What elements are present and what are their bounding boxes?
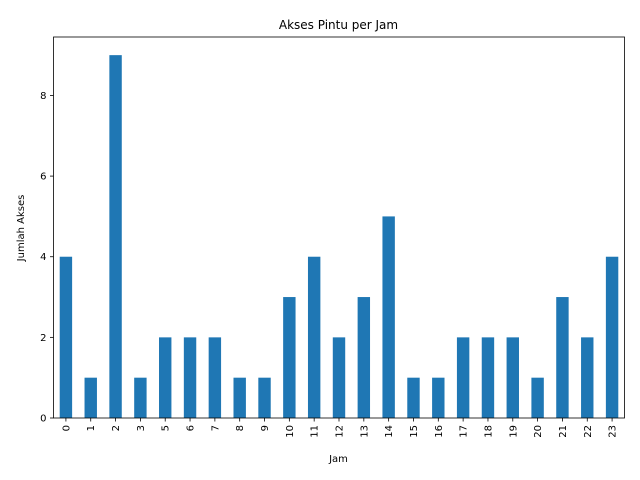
x-tick-label-15: 15: [409, 425, 420, 438]
bar-5: [159, 337, 172, 418]
bar-12: [332, 337, 346, 418]
x-tick-label-7: 7: [210, 425, 221, 431]
y-ticks: 0 2 4 6 8: [40, 91, 54, 425]
y-tick-label-4: 4: [40, 252, 46, 263]
bar-16: [432, 377, 445, 418]
bar-18: [481, 337, 495, 418]
x-tick-label-23: 23: [608, 425, 619, 438]
y-tick-label-2: 2: [40, 333, 46, 344]
x-tick-label-21: 21: [558, 425, 569, 438]
y-tick-label-0: 0: [40, 414, 46, 425]
x-tick-label-1: 1: [86, 425, 97, 431]
x-tick-label-0: 0: [61, 425, 72, 431]
bar-0: [59, 256, 73, 418]
bar-14: [382, 216, 395, 418]
x-tick-label-17: 17: [459, 425, 470, 438]
x-tick-label-9: 9: [260, 425, 271, 431]
y-tick-label-8: 8: [40, 91, 46, 102]
bar-3: [134, 377, 147, 418]
x-tick-label-18: 18: [483, 425, 494, 438]
x-tick-label-19: 19: [508, 425, 519, 438]
y-axis-label: Jumlah Akses: [16, 195, 27, 263]
x-tick-label-12: 12: [335, 425, 346, 438]
bar-2: [109, 55, 122, 419]
x-tick-label-2: 2: [111, 425, 122, 431]
bar-7: [208, 337, 222, 418]
x-tick-label-5: 5: [161, 425, 172, 431]
bar-9: [258, 377, 271, 418]
chart-title: Akses Pintu per Jam: [279, 18, 398, 32]
x-tick-label-20: 20: [533, 425, 544, 438]
bar-8: [233, 377, 246, 418]
bar-23: [605, 256, 619, 418]
bars-group: [59, 55, 619, 419]
bar-15: [407, 377, 420, 418]
bar-13: [357, 297, 371, 418]
x-tick-label-6: 6: [186, 425, 197, 431]
bar-6: [183, 337, 197, 418]
x-axis-label: Jam: [328, 454, 348, 465]
x-tick-label-14: 14: [384, 425, 395, 438]
bar-10: [283, 297, 296, 418]
y-tick-label-6: 6: [40, 172, 46, 183]
bar-11: [307, 256, 321, 418]
bar-21: [556, 297, 569, 418]
plot-frame: [53, 36, 625, 419]
x-tick-label-3: 3: [136, 425, 147, 431]
bar-17: [456, 337, 470, 418]
x-ticks: 0 1 2 3 5 6 7 8 9 10 11 12 13 14 15 16 17 18 19 20 21 22 23: [61, 418, 619, 438]
bar-19: [506, 337, 519, 418]
x-tick-label-8: 8: [235, 425, 246, 431]
x-tick-label-11: 11: [310, 425, 321, 438]
x-tick-label-22: 22: [583, 425, 594, 438]
x-tick-label-16: 16: [434, 425, 445, 438]
bar-1: [84, 377, 97, 418]
bar-22: [581, 337, 594, 418]
x-tick-label-10: 10: [285, 425, 296, 438]
x-tick-label-13: 13: [359, 425, 370, 438]
bar-20: [531, 377, 544, 418]
